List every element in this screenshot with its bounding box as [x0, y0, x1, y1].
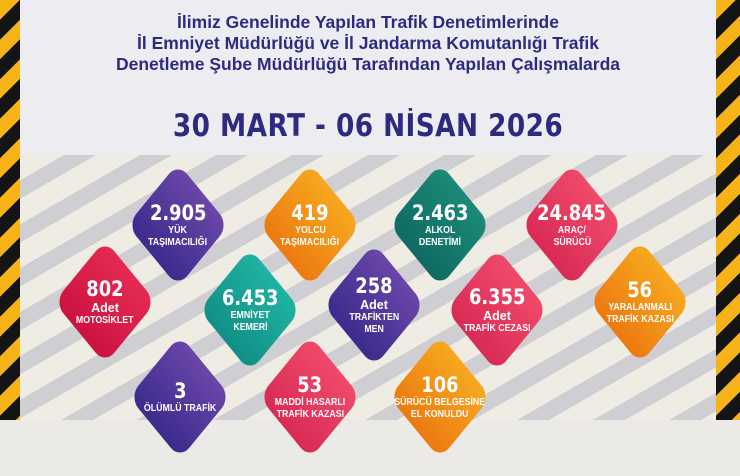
stat-label: MADDİ HASARLI	[274, 397, 346, 408]
stat-tile: 106 SÜRÜCÜ BELGESİNE EL KONULDU	[385, 332, 495, 462]
stat-value: 6.355	[468, 285, 526, 309]
stat-tile: 24.845 ARAÇ/SÜRÜCÜ	[517, 160, 627, 290]
stat-value: 802	[86, 277, 124, 301]
stat-tile: 56 YARALANMALI TRAFİK KAZASI	[585, 237, 695, 367]
stat-tile: 2.463 ALKOL DENETİMİ	[385, 160, 495, 290]
stat-value: 2.463	[411, 201, 469, 225]
stat-label: SÜRÜCÜ	[553, 237, 591, 248]
stat-value: 6.453	[221, 286, 279, 310]
header-panel	[20, 0, 716, 155]
stat-label: TRAFİK KAZASI	[606, 314, 674, 325]
stat-value: 106	[421, 373, 459, 397]
stat-tile: 419 YOLCU TAŞIMACILIĞI	[255, 160, 365, 290]
stat-unit: Adet	[91, 301, 119, 315]
stat-label: ARAÇ/	[558, 225, 586, 236]
stat-label: MOTOSİKLET	[76, 315, 134, 326]
stat-label: KEMERİ	[232, 322, 268, 333]
stat-label: MEN	[364, 324, 384, 335]
date-range: 30 MART - 06 NİSAN 2026	[172, 108, 564, 144]
stat-label: YARALANMALI	[608, 302, 672, 313]
stat-label: SÜRÜCÜ BELGESİNE	[394, 397, 486, 408]
stat-value: 258	[355, 274, 393, 298]
title-line-2: İl Emniyet Müdürlüğü ve İl Jandarma Komu…	[137, 33, 599, 53]
stat-tile: 258 Adet TRAFİKTEN MEN	[319, 240, 429, 370]
hazard-stripe-left	[0, 0, 20, 420]
stat-label: YOLCU	[294, 225, 326, 236]
title-line-3: Denetleme Şube Müdürlüğü Tarafından Yapı…	[115, 54, 621, 74]
stat-value: 2.905	[149, 201, 207, 225]
stat-tile: 6.355 Adet TRAFİK CEZASI	[442, 245, 552, 375]
stat-value: 24.845	[537, 201, 607, 225]
stat-label: EMNİYET	[230, 310, 270, 321]
stat-tile: 802 Adet MOTOSİKLET	[50, 237, 160, 367]
stat-label: TRAFİKTEN	[349, 312, 399, 323]
stat-label: TAŞIMACILIĞI	[280, 237, 340, 248]
title-line-1: İlimiz Genelinde Yapılan Trafik Denetiml…	[177, 12, 559, 32]
stat-tile: 53 MADDİ HASARLI TRAFİK KAZASI	[255, 332, 365, 462]
stat-value: 56	[627, 278, 653, 302]
stat-label: TRAFİK KAZASI	[276, 409, 344, 420]
hazard-stripe-right	[716, 0, 740, 420]
stat-tile: 6.453 EMNİYET KEMERİ	[195, 245, 305, 375]
stat-tile: 2.905 YÜK TAŞIMACILIĞI	[123, 160, 233, 290]
stat-label: YÜK	[168, 225, 188, 236]
stat-value: 3	[173, 379, 187, 403]
stat-value: 419	[291, 201, 329, 225]
stat-label: TAŞIMACILIĞI	[148, 237, 208, 248]
stat-label: EL KONULDU	[411, 409, 469, 420]
stat-label: TRAFİK CEZASI	[463, 323, 531, 334]
stat-unit: Adet	[483, 309, 511, 323]
stat-label: ALKOL	[424, 225, 456, 236]
stat-label: DENETİMİ	[418, 237, 462, 248]
stat-value: 53	[297, 373, 323, 397]
stat-tile: 3 ÖLÜMLÜ TRAFİK	[125, 332, 235, 462]
page-title: İlimiz Genelinde Yapılan Trafik Denetiml…	[20, 12, 716, 75]
stat-label: ÖLÜMLÜ TRAFİK	[143, 403, 217, 414]
stat-unit: Adet	[360, 298, 388, 312]
